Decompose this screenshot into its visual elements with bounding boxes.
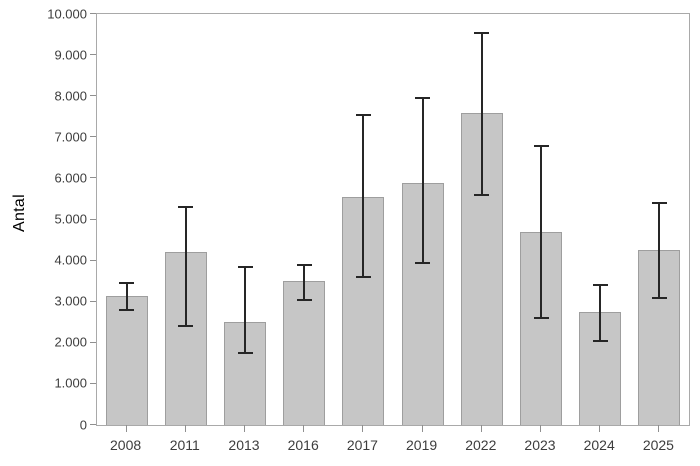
x-tick-mark-2011: [184, 425, 186, 432]
x-tick-label-2013: 2013: [228, 437, 260, 453]
bar-2016: [283, 281, 326, 425]
plot-area: [96, 13, 690, 426]
y-tick-mark-1.000: [90, 382, 96, 384]
x-tick-mark-2019: [421, 425, 423, 432]
error-cap-bottom-2019: [415, 261, 431, 264]
error-cap-top-2019: [415, 97, 431, 100]
error-bar-2008: [125, 283, 128, 310]
error-cap-top-2024: [592, 284, 608, 287]
y-tick-mark-3.000: [90, 300, 96, 302]
error-bar-2024: [599, 285, 602, 341]
error-cap-bottom-2025: [651, 296, 667, 299]
y-tick-label-6.000: 6.000: [54, 170, 87, 186]
x-tick-label-2008: 2008: [110, 437, 142, 453]
error-cap-bottom-2024: [592, 339, 608, 342]
error-bar-2022: [480, 32, 483, 195]
y-tick-mark-4.000: [90, 259, 96, 261]
y-tick-mark-5.000: [90, 218, 96, 220]
error-cap-bottom-2011: [178, 325, 194, 328]
error-cap-top-2011: [178, 206, 194, 209]
bar-2008: [105, 295, 148, 425]
y-tick-label-7.000: 7.000: [54, 129, 87, 145]
error-cap-top-2025: [651, 202, 667, 205]
x-tick-label-2022: 2022: [465, 437, 497, 453]
y-tick-mark-7.000: [90, 136, 96, 138]
y-tick-label-8.000: 8.000: [54, 88, 87, 104]
error-cap-top-2023: [533, 144, 549, 147]
y-tick-label-9.000: 9.000: [54, 47, 87, 63]
y-tick-mark-9.000: [90, 54, 96, 56]
y-tick-label-4.000: 4.000: [54, 252, 87, 268]
error-bar-2013: [244, 266, 246, 354]
x-tick-mark-2024: [599, 425, 601, 432]
error-cap-bottom-2013: [237, 352, 253, 355]
y-tick-mark-8.000: [90, 95, 96, 97]
error-cap-top-2016: [296, 263, 312, 266]
error-cap-top-2022: [474, 31, 490, 34]
x-tick-mark-2016: [303, 425, 305, 432]
x-tick-label-2024: 2024: [583, 437, 615, 453]
error-cap-bottom-2023: [533, 317, 549, 320]
y-tick-mark-10.000: [90, 13, 96, 14]
error-bar-2019: [421, 98, 424, 263]
error-cap-bottom-2008: [119, 308, 135, 311]
error-bar-2016: [303, 264, 306, 300]
x-tick-label-2023: 2023: [524, 437, 556, 453]
error-bar-2025: [658, 203, 661, 298]
y-tick-label-3.000: 3.000: [54, 293, 87, 309]
x-tick-mark-2013: [244, 425, 245, 432]
y-tick-mark-0: [90, 424, 96, 425]
error-bar-2011: [184, 207, 187, 327]
y-tick-label-1.000: 1.000: [54, 375, 87, 391]
error-bar-2023: [540, 145, 542, 319]
y-tick-label-5.000: 5.000: [54, 211, 87, 227]
y-tick-mark-6.000: [90, 177, 96, 179]
y-tick-mark-2.000: [90, 341, 96, 343]
x-tick-mark-2023: [540, 425, 541, 432]
y-tick-label-10.000: 10.000: [47, 6, 87, 21]
x-tick-label-2016: 2016: [287, 437, 319, 453]
error-cap-top-2017: [355, 113, 371, 116]
y-tick-label-0: 0: [79, 417, 87, 432]
error-cap-bottom-2017: [355, 276, 371, 279]
error-cap-bottom-2022: [474, 193, 490, 196]
error-cap-bottom-2016: [296, 298, 312, 301]
y-tick-label-2.000: 2.000: [54, 334, 87, 350]
x-tick-label-2025: 2025: [642, 437, 674, 453]
x-tick-label-2017: 2017: [346, 437, 378, 453]
x-tick-mark-2022: [480, 425, 482, 432]
x-tick-label-2011: 2011: [169, 437, 200, 453]
x-tick-mark-2025: [658, 425, 660, 432]
x-tick-mark-2017: [362, 425, 364, 432]
error-cap-top-2008: [119, 282, 135, 285]
x-tick-label-2019: 2019: [406, 437, 438, 453]
error-bar-2017: [362, 114, 365, 278]
error-cap-top-2013: [237, 265, 253, 268]
x-tick-mark-2008: [125, 425, 127, 432]
